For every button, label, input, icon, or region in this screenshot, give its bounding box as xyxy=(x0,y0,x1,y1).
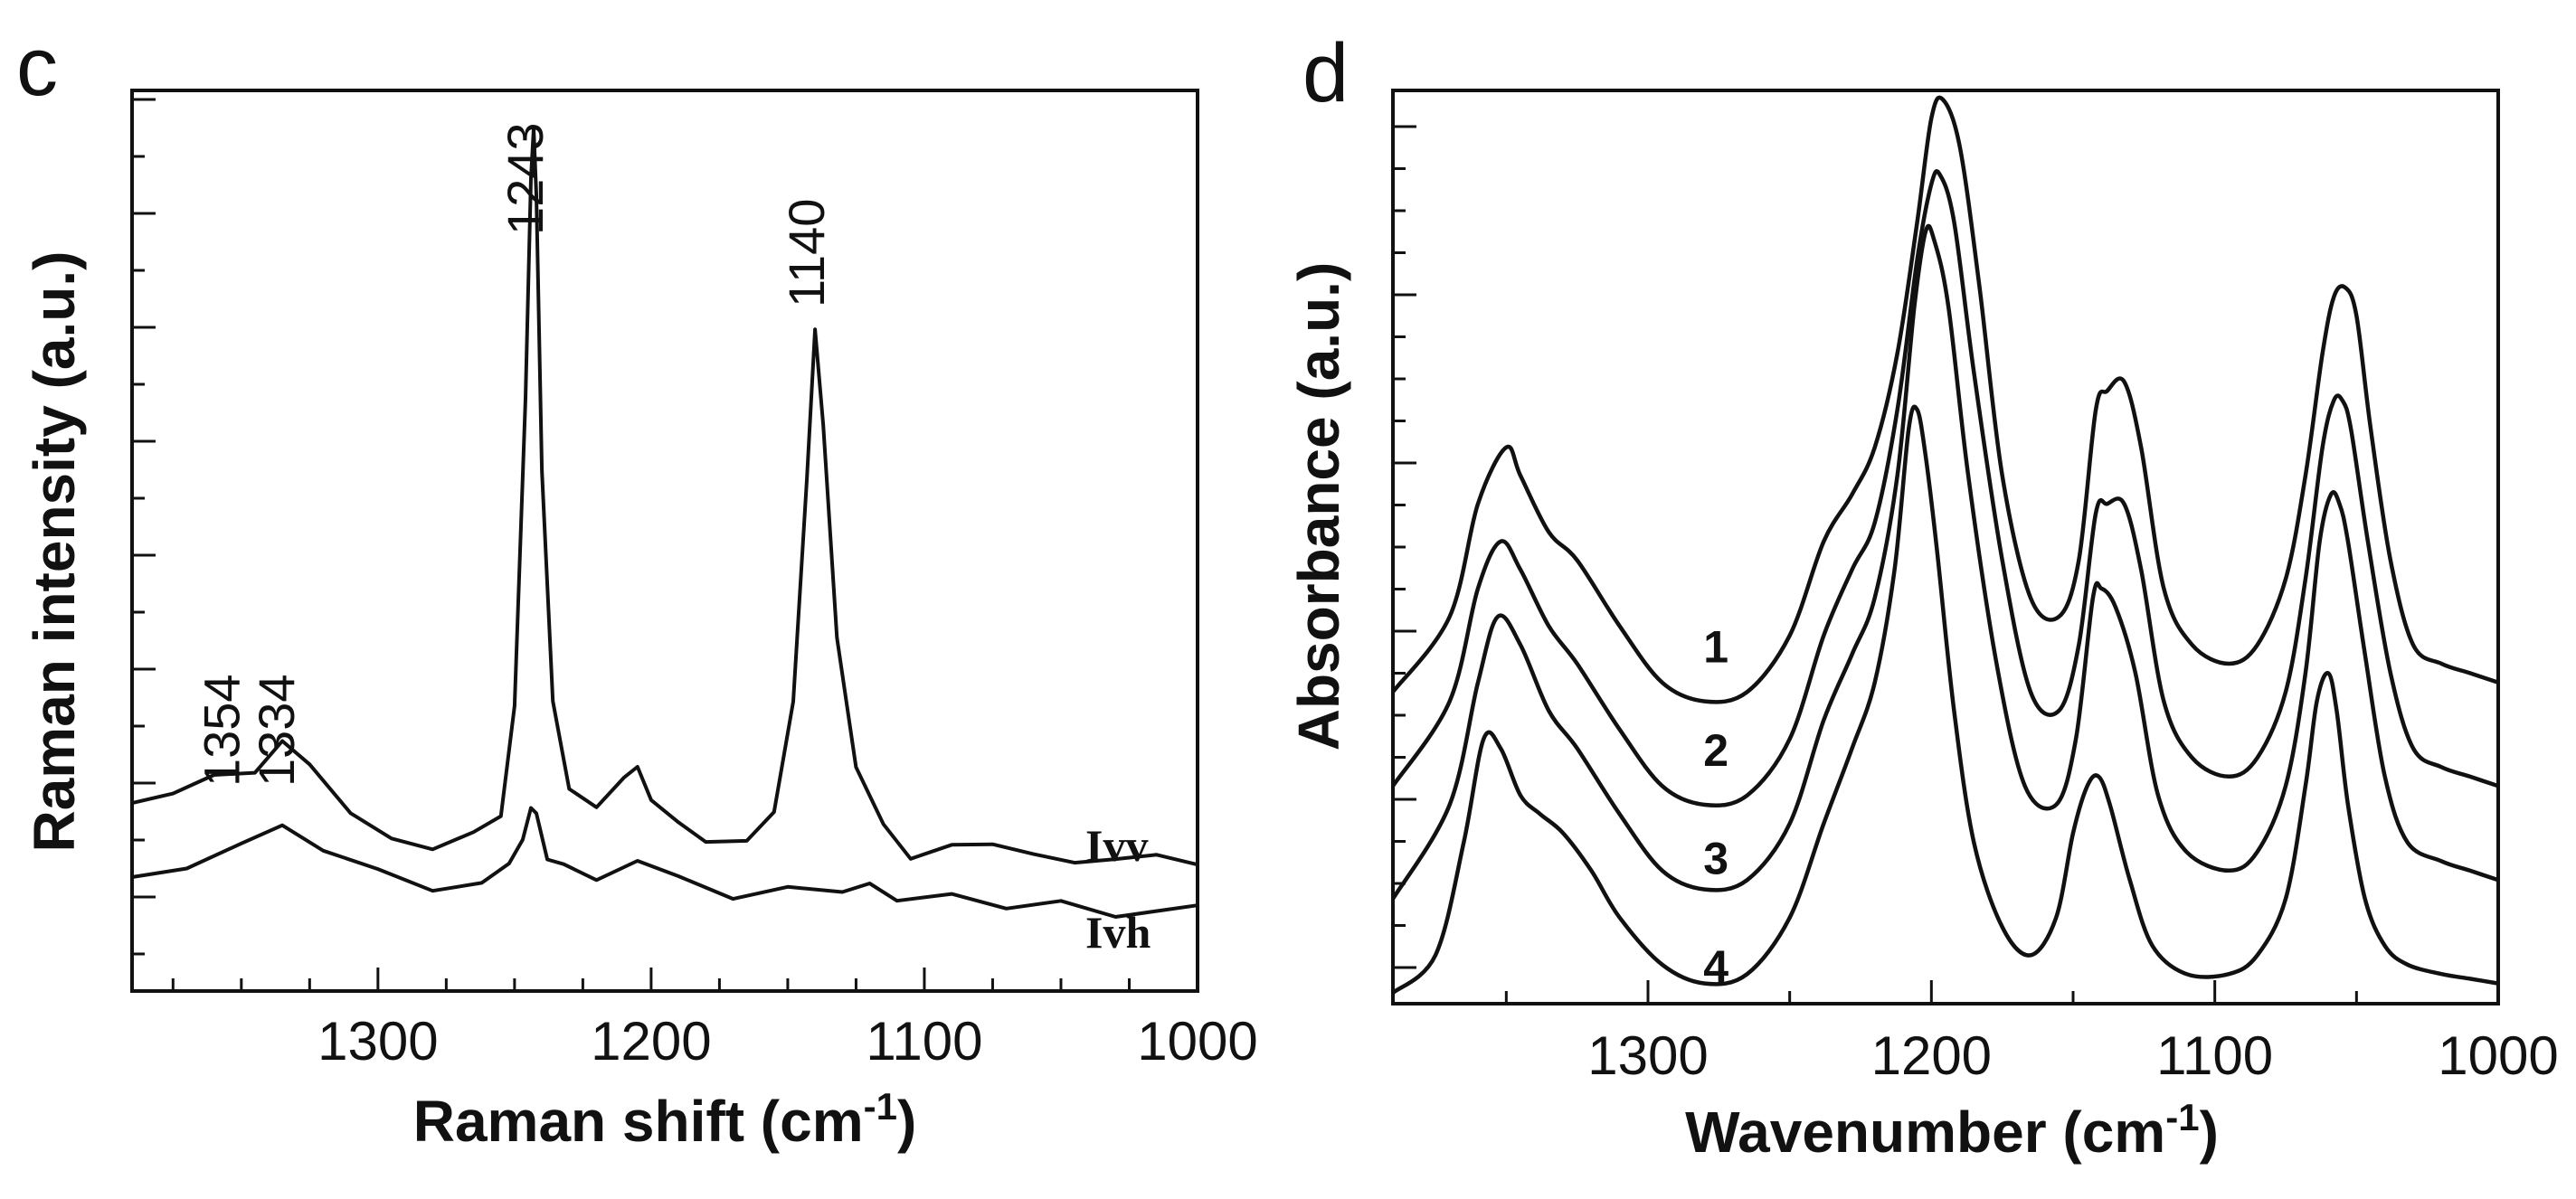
panel-d-series-4 xyxy=(1391,404,2499,995)
panel-d-curve-label: 2 xyxy=(1703,725,1728,776)
panel-d-curve-label: 4 xyxy=(1703,941,1728,992)
panel-d: d 1300 1200 1100 1000 1 2 3 4 Wavenumber (cm-1… xyxy=(1286,27,2559,1165)
panel-c-plot-frame xyxy=(130,89,1199,993)
panel-c-peak-label: 1334 xyxy=(248,674,305,787)
panel-c-peak-label: 1354 xyxy=(194,674,251,787)
panel-d-x-ticks: 1300 1200 1100 1000 xyxy=(1504,980,2559,1086)
panel-c-label: c xyxy=(16,21,58,113)
panel-c-peak-label: 1140 xyxy=(778,199,835,307)
panel-d-xlabel-main: Wavenumber (cm xyxy=(1685,1100,2165,1165)
panel-c-x-tick-label: 1200 xyxy=(591,1011,711,1072)
panel-d-xlabel-sup: -1 xyxy=(2165,1096,2199,1138)
panel-c-peak-label: 1243 xyxy=(497,122,554,235)
panel-d-series-2 xyxy=(1391,169,2499,808)
panel-d-series-3 xyxy=(1391,223,2499,901)
panel-d-curve-label: 3 xyxy=(1703,833,1728,883)
panel-d-x-tick-label: 1000 xyxy=(2438,1025,2558,1086)
panel-c-y-ticks xyxy=(132,98,156,956)
panel-c-xlabel-main: Raman shift (cm xyxy=(413,1089,864,1154)
panel-c-legend-ivv: Ivv xyxy=(1085,820,1148,871)
panel-d-curve-labels: 1 2 3 4 xyxy=(1703,621,1728,992)
panel-c-x-axis-label: Raman shift (cm-1) xyxy=(413,1085,917,1154)
panel-c-x-ticks: 1300 1200 1100 1000 xyxy=(171,968,1258,1072)
panel-d-plot-frame xyxy=(1391,89,2500,1005)
panel-d-x-axis-label: Wavenumber (cm-1) xyxy=(1685,1096,2219,1165)
panel-d-x-tick-label: 1200 xyxy=(1871,1025,1992,1086)
panel-d-series xyxy=(1391,95,2499,995)
panel-c-x-tick-label: 1300 xyxy=(317,1011,438,1072)
panel-c-xlabel-sup: -1 xyxy=(864,1085,897,1128)
panel-c-xlabel-end: ) xyxy=(897,1089,916,1154)
panel-c-x-tick-label: 1000 xyxy=(1137,1011,1257,1072)
panel-d-series-1 xyxy=(1391,95,2499,704)
panel-d-y-ticks xyxy=(1393,125,1416,969)
panel-c-legend-ivh: Ivh xyxy=(1085,907,1151,958)
panel-d-curve-label: 1 xyxy=(1703,621,1728,672)
panel-c-series-ivv xyxy=(131,127,1198,867)
panel-d-y-axis-label: Absorbance (a.u.) xyxy=(1286,262,1351,751)
panel-c-x-tick-label: 1100 xyxy=(866,1011,982,1072)
panel-c-series xyxy=(131,127,1198,919)
panel-d-xlabel-end: ) xyxy=(2200,1100,2219,1165)
panel-d-x-tick-label: 1100 xyxy=(2156,1025,2273,1086)
panel-d-x-tick-label: 1300 xyxy=(1587,1025,1708,1086)
panel-d-label: d xyxy=(1302,27,1349,119)
panel-c-y-axis-label: Raman intensity (a.u.) xyxy=(22,251,87,853)
panel-c-series-ivh xyxy=(131,806,1198,919)
